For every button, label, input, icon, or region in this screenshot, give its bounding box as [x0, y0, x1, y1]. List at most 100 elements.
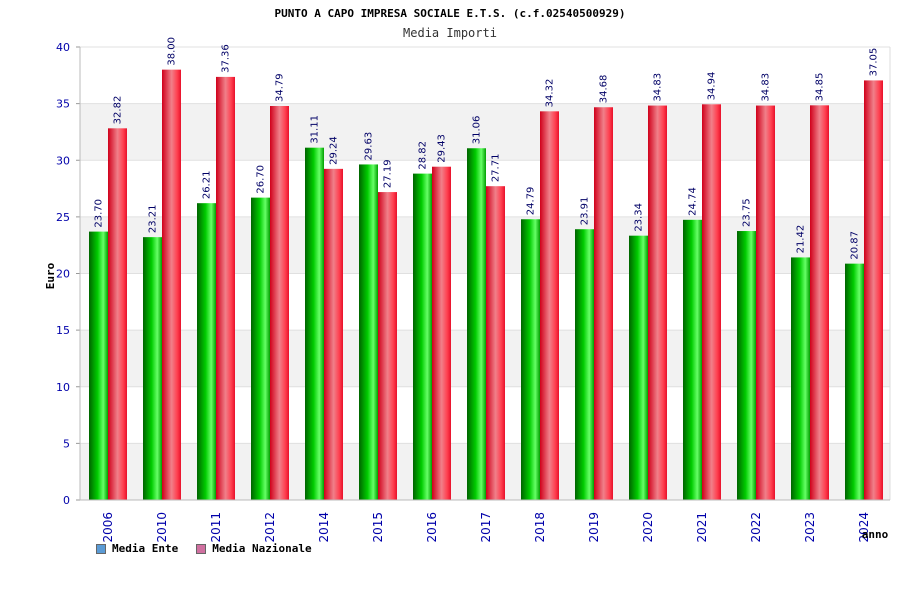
chart-title: PUNTO A CAPO IMPRESA SOCIALE E.T.S. (c.f… [275, 7, 626, 20]
data-label: 29.24 [329, 136, 340, 165]
bar-media-nazionale [810, 105, 829, 500]
x-tick-label: 2006 [101, 512, 115, 543]
data-label: 23.21 [148, 205, 159, 234]
legend-label-media-ente: Media Ente [112, 542, 179, 555]
chart-subtitle: Media Importi [403, 26, 497, 40]
data-label: 23.75 [742, 198, 753, 227]
data-label: 23.70 [94, 199, 105, 228]
y-tick-label: 15 [56, 324, 70, 337]
x-tick-label: 2018 [533, 512, 547, 543]
data-label: 23.91 [580, 197, 591, 226]
x-tick-label: 2022 [749, 512, 763, 543]
data-label: 21.42 [796, 225, 807, 254]
y-tick-label: 25 [56, 211, 70, 224]
data-label: 28.82 [418, 141, 429, 170]
data-label: 29.63 [364, 132, 375, 161]
bar-media-ente [359, 164, 378, 500]
legend-item-media-nazionale: Media Nazionale [196, 542, 312, 555]
bar-media-ente [683, 219, 702, 500]
y-tick-label: 35 [56, 98, 70, 111]
data-label: 26.21 [202, 171, 213, 200]
legend-label-media-nazionale: Media Nazionale [212, 542, 312, 555]
bar-media-nazionale [162, 69, 181, 501]
y-tick-label: 0 [63, 494, 70, 507]
data-label: 34.68 [599, 75, 610, 104]
data-label: 37.05 [869, 48, 880, 77]
y-tick-label: 5 [63, 437, 70, 450]
bar-media-nazionale [432, 166, 451, 500]
data-label: 23.34 [634, 203, 645, 232]
data-label: 32.82 [113, 96, 124, 125]
data-label: 34.32 [545, 79, 556, 108]
grid-band [80, 47, 890, 104]
y-tick-label: 10 [56, 381, 70, 394]
data-label: 38.00 [167, 37, 178, 66]
bars-group: 23.70 32.82 23.21 38.00 26.21 37.36 26.70 34.79… [89, 37, 883, 501]
bar-media-nazionale [540, 111, 559, 501]
y-tick-label: 20 [56, 268, 70, 281]
data-label: 24.74 [688, 187, 699, 216]
x-axis-label: anno [862, 528, 889, 541]
x-tick-label: 2017 [479, 512, 493, 543]
bar-media-ente [251, 197, 270, 500]
bar-media-ente [413, 173, 432, 500]
x-tick-label: 2014 [317, 512, 331, 543]
bar-media-ente [845, 263, 864, 500]
bar-media-ente [737, 231, 756, 500]
bar-media-ente [89, 231, 108, 500]
x-tick-label: 2015 [371, 512, 385, 543]
data-label: 31.06 [472, 116, 483, 145]
legend-swatch-media-ente [96, 543, 106, 554]
x-tick-label: 2023 [803, 512, 817, 543]
x-tick-label: 2011 [209, 512, 223, 543]
y-axis: 0 5 10 15 20 25 30 35 40 [56, 41, 891, 507]
data-label: 29.43 [437, 134, 448, 163]
bar-media-nazionale [378, 192, 397, 501]
x-axis: 2006 2010 2011 2012 2014 2015 2016 2017 2018 2019… [80, 499, 890, 543]
data-label: 27.71 [491, 154, 502, 183]
bar-media-nazionale [648, 105, 667, 501]
x-tick-label: 2021 [695, 512, 709, 543]
y-axis-label: Euro [44, 262, 57, 289]
bar-media-nazionale [216, 76, 235, 500]
legend: Media Ente Media Nazionale [96, 542, 312, 555]
bar-media-nazionale [324, 168, 343, 500]
x-tick-label: 2012 [263, 512, 277, 543]
data-label: 34.83 [653, 73, 664, 102]
bar-media-nazionale [486, 186, 505, 500]
bar-media-ente [521, 219, 540, 501]
x-tick-label: 2016 [425, 512, 439, 543]
x-tick-label: 2020 [641, 512, 655, 543]
bar-media-ente [143, 237, 162, 501]
x-tick-label: 2019 [587, 512, 601, 543]
data-label: 34.85 [815, 73, 826, 102]
bar-media-ente [305, 147, 324, 500]
legend-swatch-media-nazionale [196, 543, 207, 554]
data-label: 24.79 [526, 187, 537, 216]
bar-media-ente [575, 229, 594, 501]
data-label: 20.87 [850, 231, 861, 260]
data-label: 37.36 [221, 44, 232, 73]
bar-media-nazionale [702, 104, 721, 500]
data-label: 27.19 [383, 159, 394, 188]
bar-media-ente [197, 203, 216, 500]
data-label: 26.70 [256, 165, 267, 194]
bar-media-nazionale [864, 80, 883, 500]
legend-item-media-ente: Media Ente [96, 542, 178, 555]
bar-media-nazionale [594, 107, 613, 501]
bar-media-nazionale [756, 105, 775, 501]
x-tick-label: 2010 [155, 512, 169, 543]
data-label: 34.79 [275, 73, 286, 102]
data-label: 34.83 [761, 73, 772, 102]
bar-media-ente [467, 148, 486, 501]
bar-media-nazionale [108, 128, 127, 500]
data-label: 31.11 [310, 115, 321, 144]
bar-media-nazionale [270, 106, 289, 501]
data-label: 34.94 [707, 72, 718, 101]
y-tick-label: 30 [56, 154, 70, 167]
x-tick-label: 2024 [857, 512, 871, 543]
bar-media-ente [629, 235, 648, 500]
y-tick-label: 40 [56, 41, 70, 54]
bar-media-ente [791, 257, 810, 500]
